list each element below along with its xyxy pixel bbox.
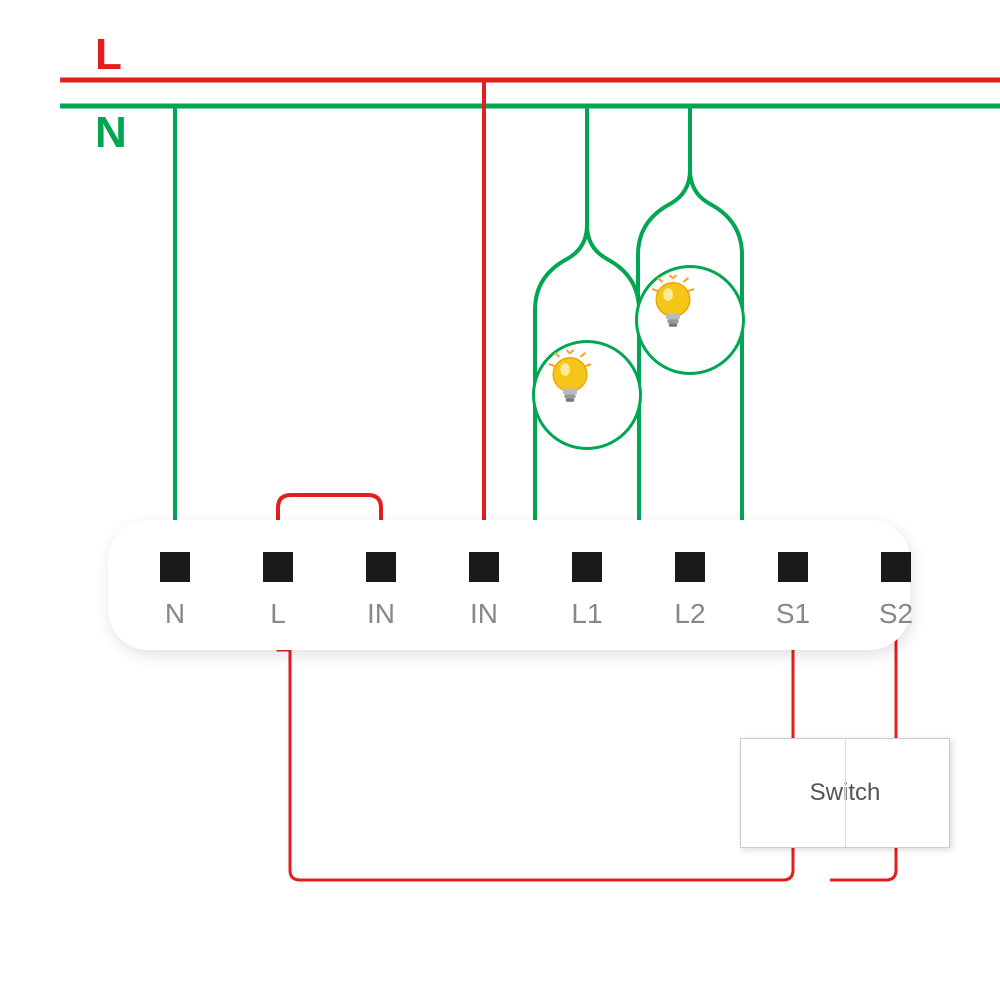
smart-module (108, 520, 910, 650)
bulb-icon (638, 268, 708, 338)
terminal-IN1 (366, 552, 396, 582)
terminal-IN2 (469, 552, 499, 582)
terminal-N (160, 552, 190, 582)
wiring-svg (0, 0, 1000, 1000)
bulb-icon (535, 343, 605, 413)
terminal-S1 (778, 552, 808, 582)
terminal-label-L2: L2 (660, 598, 720, 630)
wire-n-left-bulb1 (535, 106, 587, 552)
terminal-L2 (675, 552, 705, 582)
wire-switch-to-L2 (830, 848, 896, 880)
terminal-label-L: L (248, 598, 308, 630)
terminal-S2 (881, 552, 911, 582)
terminal-label-L1: L1 (557, 598, 617, 630)
terminal-label-S2: S2 (866, 598, 926, 630)
terminal-label-S1: S1 (763, 598, 823, 630)
terminal-label-IN2: IN (454, 598, 514, 630)
n-label: N (95, 108, 127, 158)
l-label: L (95, 30, 122, 80)
terminal-label-N: N (145, 598, 205, 630)
terminal-L1 (572, 552, 602, 582)
bulb-2 (635, 265, 745, 375)
bulb-1 (532, 340, 642, 450)
switch-box: Switch (740, 738, 950, 848)
terminal-label-IN1: IN (351, 598, 411, 630)
terminal-L (263, 552, 293, 582)
